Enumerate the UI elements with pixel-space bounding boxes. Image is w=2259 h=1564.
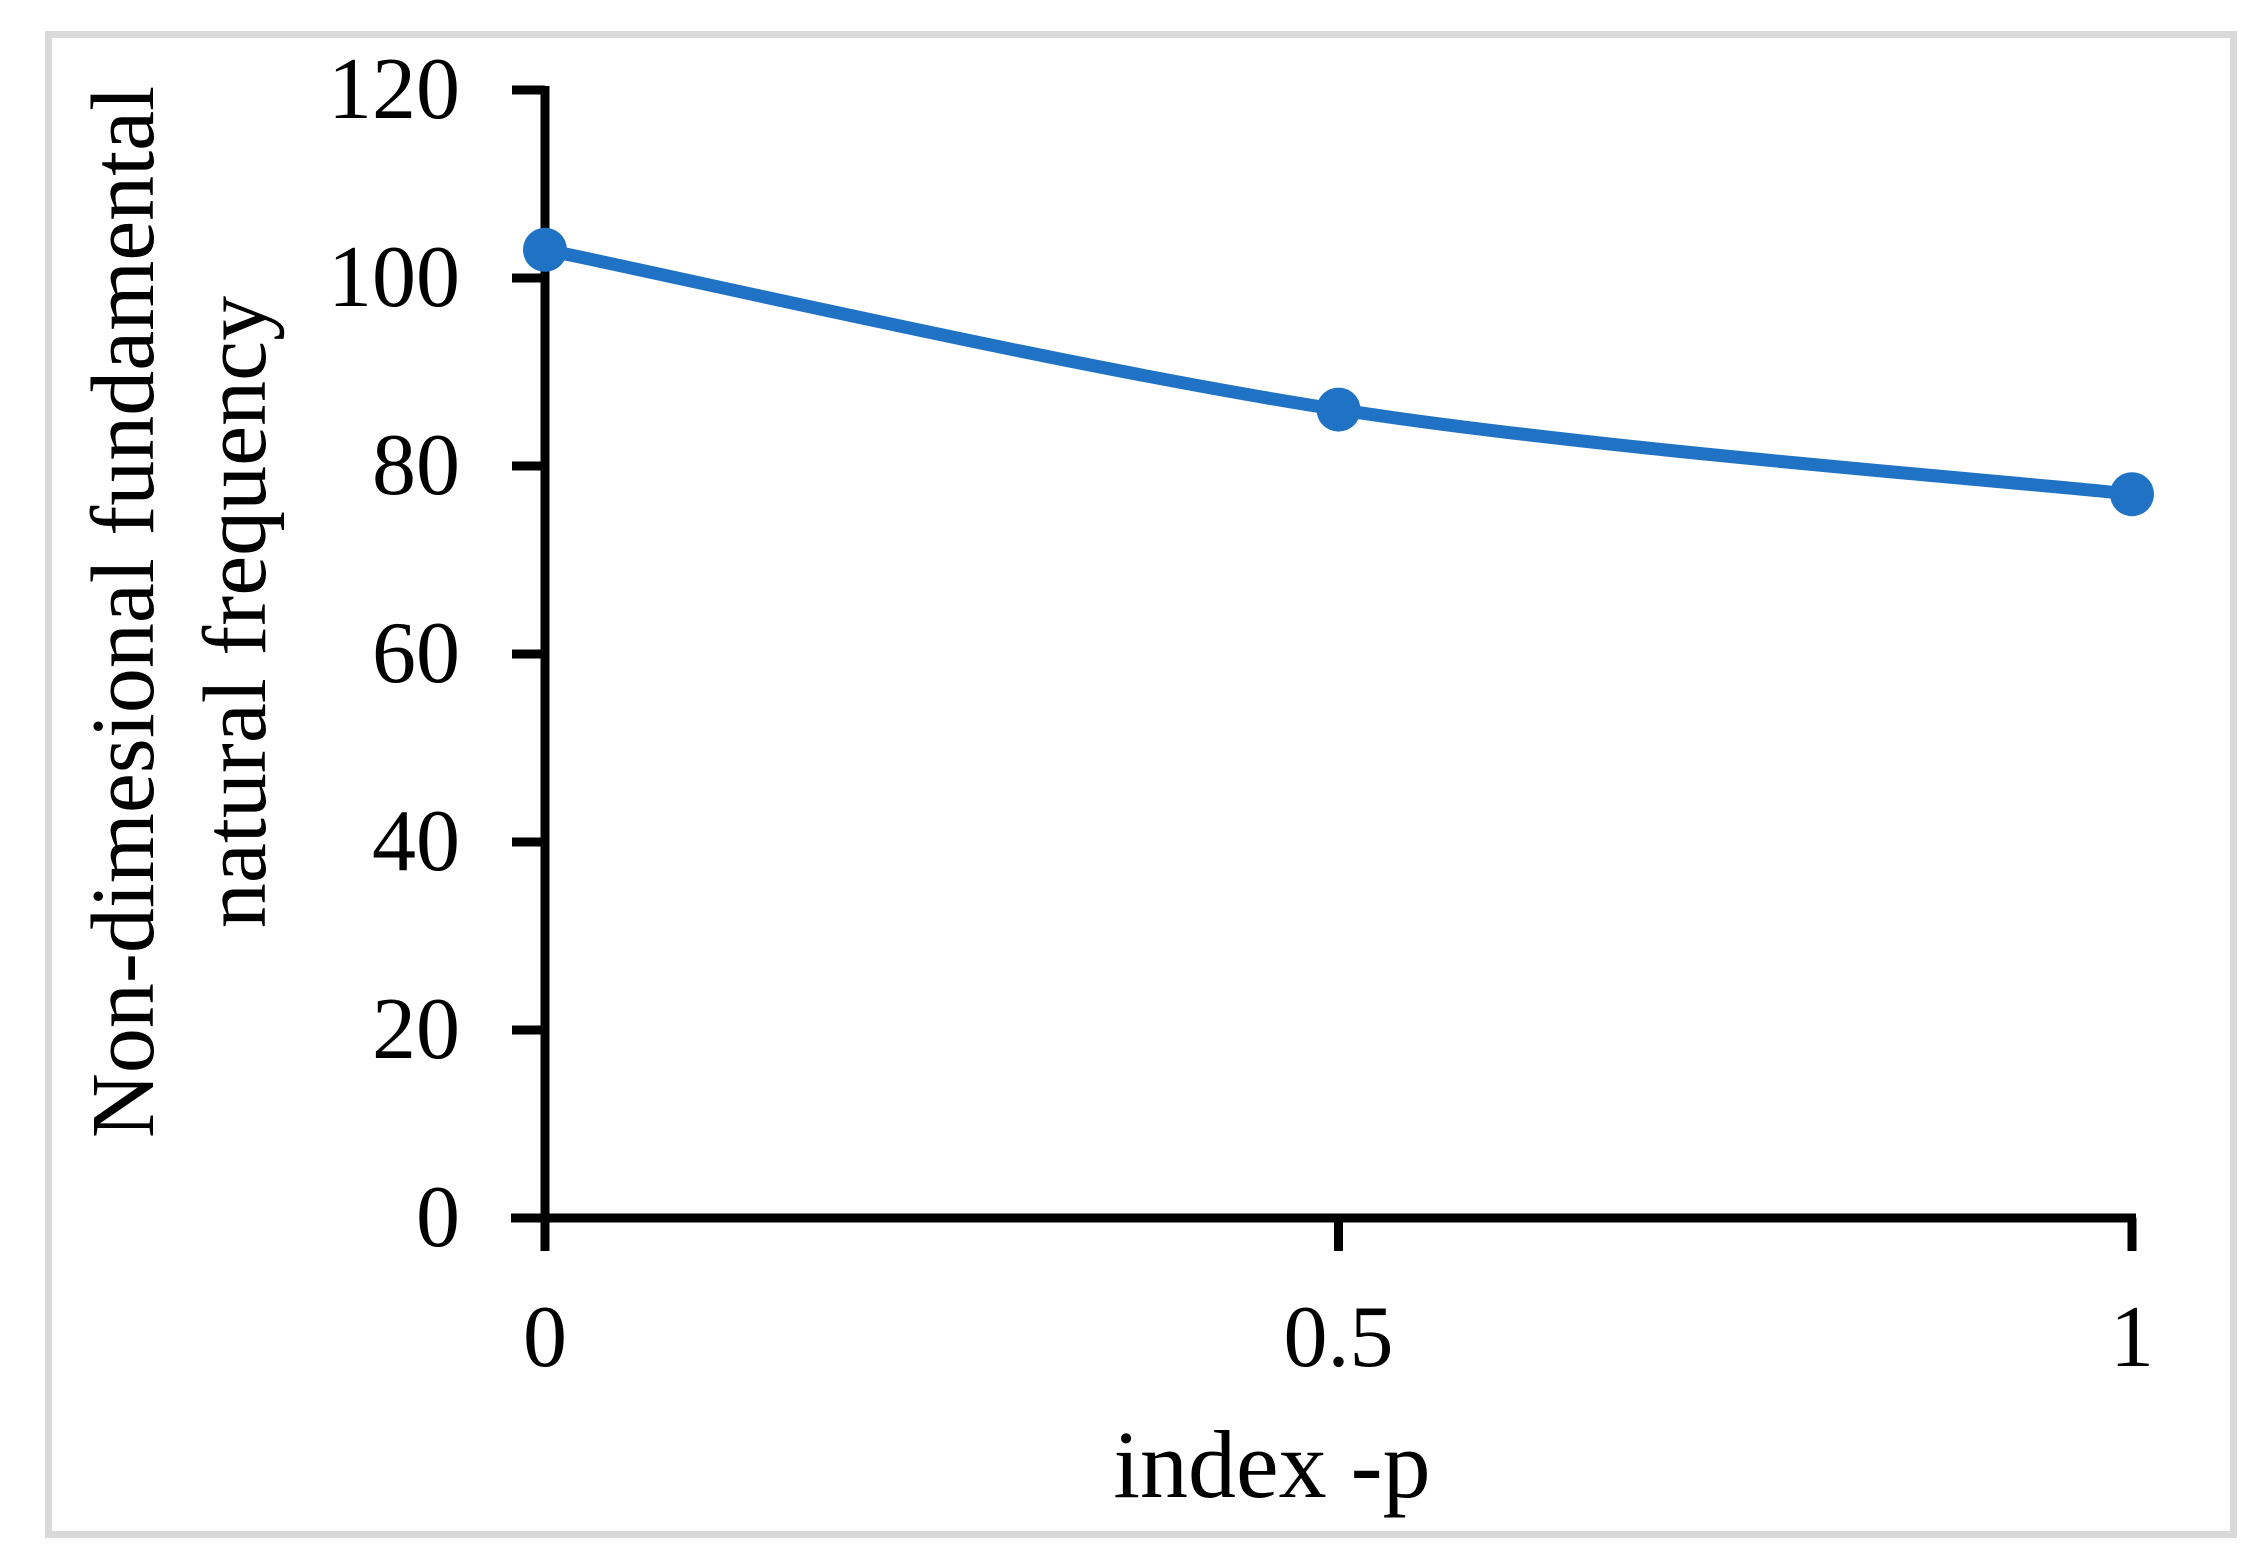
series-line [543, 243, 2133, 501]
data-point-marker [1316, 387, 1361, 432]
data-point-marker [2110, 472, 2154, 517]
y-tick-label: 20 [372, 981, 460, 1078]
chart-border-frame [45, 31, 2237, 1538]
x-tick-label: 0.5 [1283, 1289, 1394, 1386]
data-point-marker [523, 227, 567, 272]
y-tick-label: 100 [328, 229, 460, 326]
x-tick-label: 0 [523, 1289, 567, 1386]
x-axis-title: index -p [1113, 1411, 1431, 1518]
y-tick-label: 60 [372, 605, 460, 702]
x-tick-label: 1 [2110, 1289, 2154, 1386]
y-tick-label: 40 [372, 793, 460, 890]
y-tick-label: 120 [328, 41, 460, 138]
y-tick-label: 0 [416, 1169, 460, 1266]
y-tick-label: 80 [372, 417, 460, 514]
